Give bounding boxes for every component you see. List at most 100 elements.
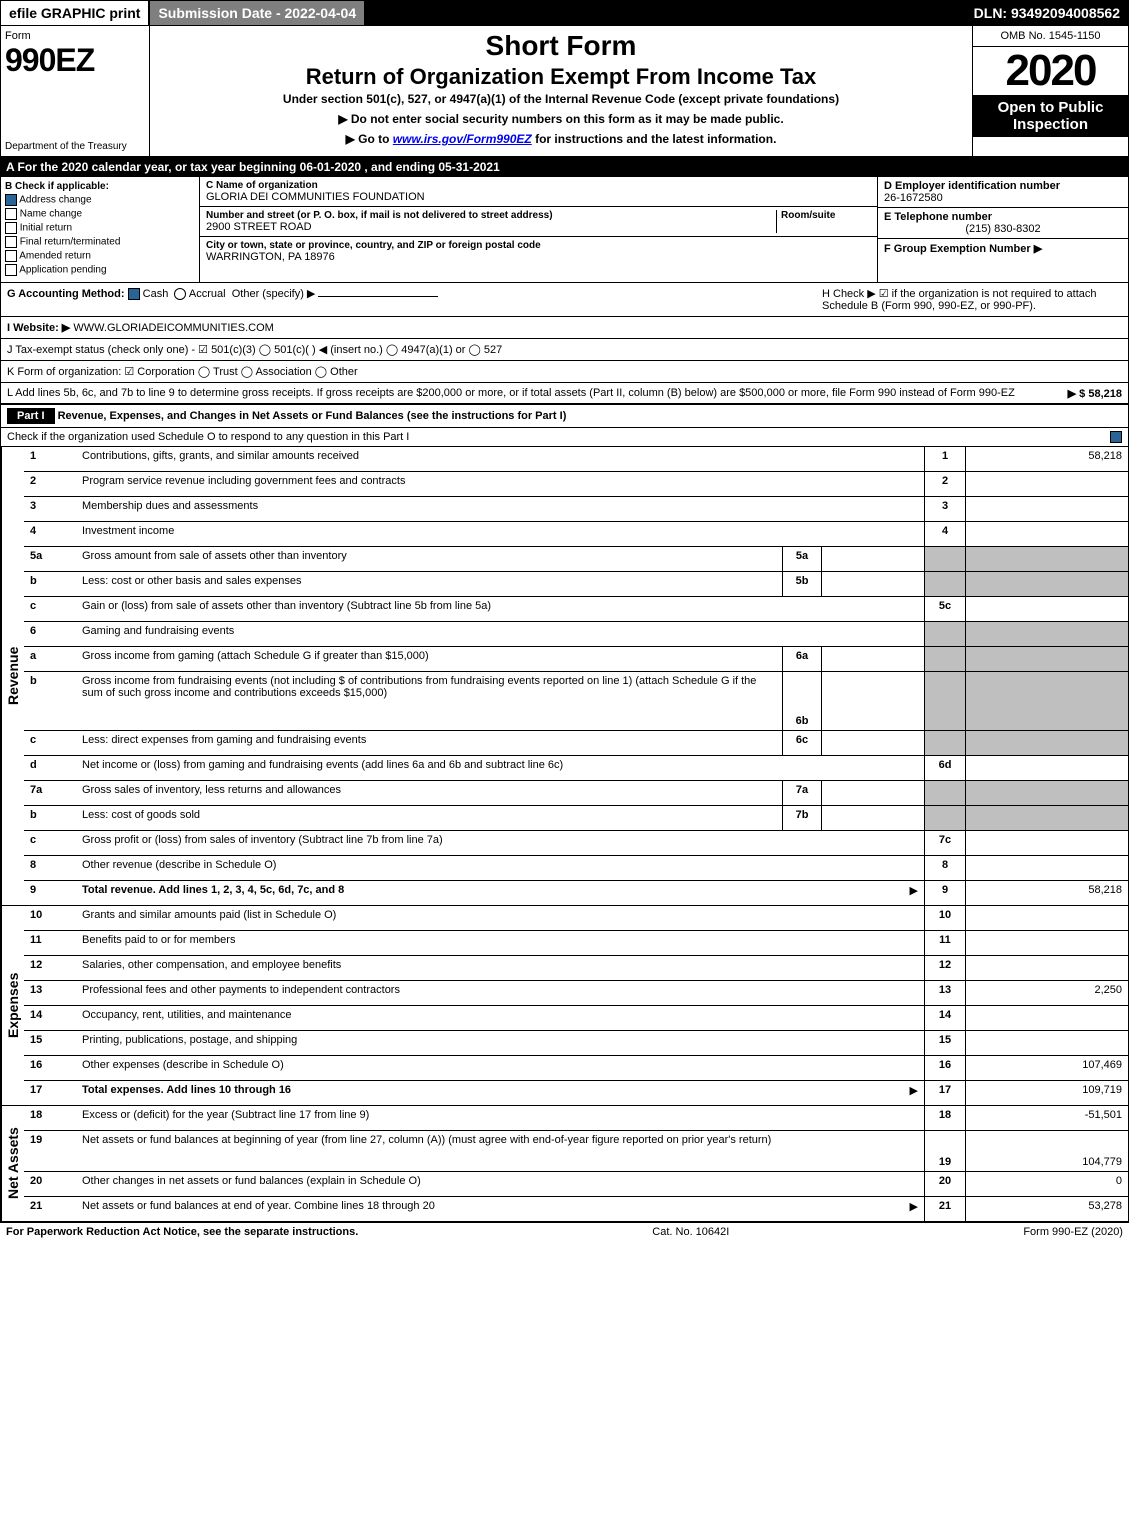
val-20: 0 — [965, 1172, 1128, 1196]
table-row: 13Professional fees and other payments t… — [24, 980, 1128, 1005]
phone-value: (215) 830-8302 — [884, 223, 1122, 235]
val-16: 107,469 — [965, 1056, 1128, 1080]
open-to-public: Open to Public Inspection — [973, 95, 1128, 137]
phone-label: E Telephone number — [884, 211, 1122, 223]
table-row: 1Contributions, gifts, grants, and simil… — [24, 447, 1128, 471]
section-def: D Employer identification number 26-1672… — [877, 177, 1128, 282]
val-9: 58,218 — [965, 881, 1128, 905]
checkbox-icon — [5, 222, 17, 234]
form-header: Form 990EZ Department of the Treasury Sh… — [0, 26, 1129, 157]
net-assets-table: Net Assets 18Excess or (deficit) for the… — [0, 1106, 1129, 1222]
group-exemption-label: F Group Exemption Number ▶ — [884, 242, 1122, 255]
table-row: 15Printing, publications, postage, and s… — [24, 1030, 1128, 1055]
form-number: 990EZ — [5, 42, 145, 79]
table-row: 10Grants and similar amounts paid (list … — [24, 906, 1128, 930]
expenses-side-label: Expenses — [1, 906, 24, 1105]
table-row: bLess: cost or other basis and sales exp… — [24, 571, 1128, 596]
radio-icon[interactable] — [174, 288, 186, 300]
website-value: WWW.GLORIADEICOMMUNITIES.COM — [73, 322, 273, 334]
table-row: 6Gaming and fundraising events — [24, 621, 1128, 646]
checkbox-icon — [5, 250, 17, 262]
table-row: 7aGross sales of inventory, less returns… — [24, 780, 1128, 805]
page-footer: For Paperwork Reduction Act Notice, see … — [0, 1222, 1129, 1241]
chk-address-change[interactable]: Address change — [5, 194, 195, 206]
section-h: H Check ▶ ☑ if the organization is not r… — [822, 287, 1122, 312]
expenses-table: Expenses 10Grants and similar amounts pa… — [0, 906, 1129, 1106]
footer-center: Cat. No. 10642I — [652, 1226, 729, 1238]
table-row: 4Investment income4 — [24, 521, 1128, 546]
efile-label[interactable]: efile GRAPHIC print — [1, 1, 150, 25]
chk-application-pending[interactable]: Application pending — [5, 264, 195, 276]
table-row: 17Total expenses. Add lines 10 through 1… — [24, 1080, 1128, 1105]
chk-initial-return[interactable]: Initial return — [5, 222, 195, 234]
section-c: C Name of organization GLORIA DEI COMMUN… — [200, 177, 877, 282]
ein-value: 26-1672580 — [884, 192, 1122, 204]
section-g: G Accounting Method: Cash Accrual Other … — [7, 287, 438, 312]
revenue-side-label: Revenue — [1, 447, 24, 905]
table-row: 14Occupancy, rent, utilities, and mainte… — [24, 1005, 1128, 1030]
subtitle: Under section 501(c), 527, or 4947(a)(1)… — [158, 92, 964, 106]
table-row: cLess: direct expenses from gaming and f… — [24, 730, 1128, 755]
footer-left: For Paperwork Reduction Act Notice, see … — [6, 1226, 358, 1238]
table-row: bGross income from fundraising events (n… — [24, 671, 1128, 730]
table-row: 5aGross amount from sale of assets other… — [24, 546, 1128, 571]
chk-name-change[interactable]: Name change — [5, 208, 195, 220]
val-1: 58,218 — [965, 447, 1128, 471]
part1-title: Revenue, Expenses, and Changes in Net As… — [58, 410, 567, 422]
title-short-form: Short Form — [158, 30, 964, 62]
table-row: cGross profit or (loss) from sales of in… — [24, 830, 1128, 855]
room-label: Room/suite — [781, 210, 871, 221]
table-row: 19Net assets or fund balances at beginni… — [24, 1130, 1128, 1171]
check-icon[interactable] — [1110, 431, 1122, 443]
section-abc: B Check if applicable: Address change Na… — [0, 177, 1129, 283]
val-13: 2,250 — [965, 981, 1128, 1005]
val-18: -51,501 — [965, 1106, 1128, 1130]
irs-link[interactable]: www.irs.gov/Form990EZ — [393, 132, 532, 146]
other-specify-input[interactable] — [318, 296, 438, 297]
section-l: L Add lines 5b, 6c, and 7b to line 9 to … — [0, 383, 1129, 404]
table-row: 3Membership dues and assessments3 — [24, 496, 1128, 521]
table-row: 16Other expenses (describe in Schedule O… — [24, 1055, 1128, 1080]
org-name: GLORIA DEI COMMUNITIES FOUNDATION — [206, 191, 871, 203]
section-k: K Form of organization: ☑ Corporation ◯ … — [0, 361, 1129, 383]
part1-header: Part I — [7, 408, 55, 424]
top-bar: efile GRAPHIC print Submission Date - 20… — [0, 0, 1129, 26]
name-label: C Name of organization — [206, 180, 871, 191]
table-row: 2Program service revenue including gover… — [24, 471, 1128, 496]
goto-note: ▶ Go to www.irs.gov/Form990EZ for instru… — [158, 132, 964, 146]
checkbox-icon — [5, 264, 17, 276]
city-value: WARRINGTON, PA 18976 — [206, 251, 871, 263]
table-row: dNet income or (loss) from gaming and fu… — [24, 755, 1128, 780]
ein-label: D Employer identification number — [884, 180, 1122, 192]
period-row: A For the 2020 calendar year, or tax yea… — [0, 157, 1129, 177]
omb-number: OMB No. 1545-1150 — [973, 26, 1128, 47]
check-icon[interactable] — [128, 288, 140, 300]
table-row: 21Net assets or fund balances at end of … — [24, 1196, 1128, 1221]
table-row: 8Other revenue (describe in Schedule O)8 — [24, 855, 1128, 880]
street-label: Number and street (or P. O. box, if mail… — [206, 210, 776, 221]
val-17: 109,719 — [965, 1081, 1128, 1105]
table-row: aGross income from gaming (attach Schedu… — [24, 646, 1128, 671]
ssn-note: ▶ Do not enter social security numbers o… — [158, 112, 964, 126]
table-row: 11Benefits paid to or for members11 — [24, 930, 1128, 955]
footer-right: Form 990-EZ (2020) — [1023, 1226, 1123, 1238]
table-row: bLess: cost of goods sold7b — [24, 805, 1128, 830]
section-i: I Website: ▶ WWW.GLORIADEICOMMUNITIES.CO… — [0, 317, 1129, 339]
chk-amended-return[interactable]: Amended return — [5, 250, 195, 262]
gross-receipts-value: ▶ $ 58,218 — [1068, 387, 1122, 400]
department-label: Department of the Treasury — [5, 141, 127, 152]
city-label: City or town, state or province, country… — [206, 240, 871, 251]
chk-final-return[interactable]: Final return/terminated — [5, 236, 195, 248]
section-gh: G Accounting Method: Cash Accrual Other … — [0, 283, 1129, 317]
section-b: B Check if applicable: Address change Na… — [1, 177, 200, 282]
section-b-title: B Check if applicable: — [5, 181, 195, 192]
table-row: 12Salaries, other compensation, and empl… — [24, 955, 1128, 980]
checkbox-icon — [5, 236, 17, 248]
revenue-table: Revenue 1Contributions, gifts, grants, a… — [0, 447, 1129, 906]
net-side-label: Net Assets — [1, 1106, 24, 1221]
form-label: Form — [5, 30, 145, 42]
title-return: Return of Organization Exempt From Incom… — [158, 64, 964, 90]
table-row: cGain or (loss) from sale of assets othe… — [24, 596, 1128, 621]
table-row: 20Other changes in net assets or fund ba… — [24, 1171, 1128, 1196]
street-value: 2900 STREET ROAD — [206, 221, 776, 233]
